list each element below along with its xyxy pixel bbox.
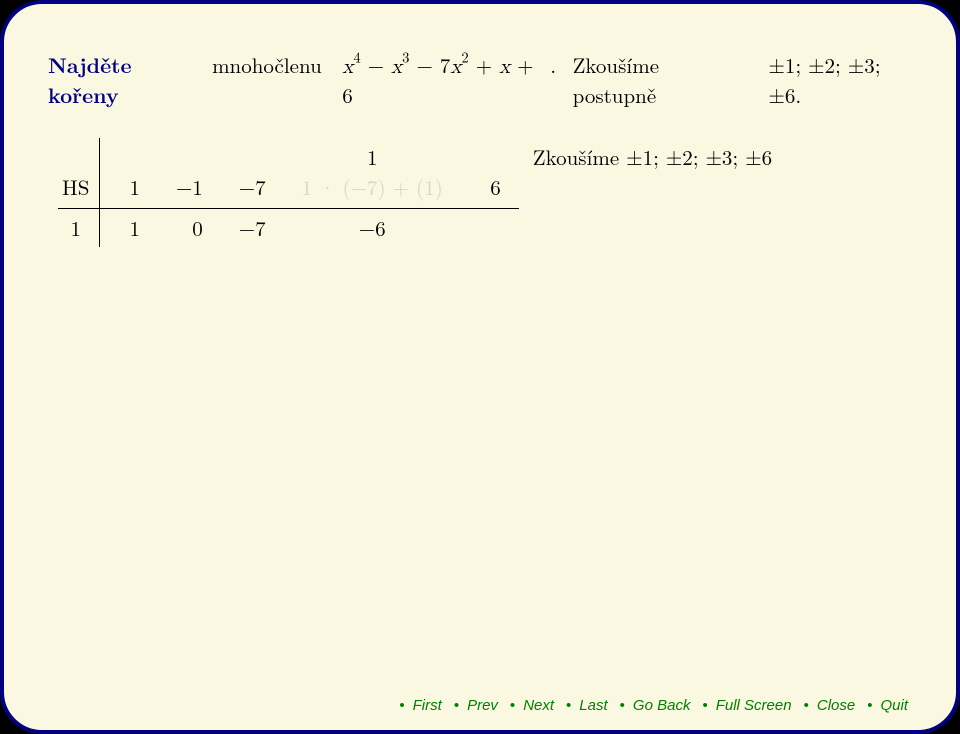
cell: 6	[461, 138, 519, 209]
heading-label: Najděte kořeny	[48, 50, 202, 110]
bullet-icon: •	[804, 697, 809, 714]
bullet-icon: •	[702, 697, 707, 714]
bullet-icon: •	[454, 697, 459, 714]
nav-fullscreen[interactable]: Full Screen	[716, 697, 792, 714]
cell: 1 1 · (−7) + (1)	[284, 138, 461, 209]
content: Najděte kořeny mnohočlenu x4 − x3 − 7x2 …	[48, 50, 912, 247]
nav-goback[interactable]: Go Back	[633, 697, 691, 714]
cell: −7	[221, 209, 284, 248]
period: .	[550, 50, 556, 80]
nav-bar: • First • Prev • Next • Last • Go Back • Full …	[391, 697, 908, 714]
problem-label: mnohočlenu	[212, 50, 322, 80]
nav-last[interactable]: Last	[579, 697, 607, 714]
problem-line: Najděte kořeny mnohočlenu x4 − x3 − 7x2 …	[48, 50, 912, 110]
horner-table: HS 1 −1 −7 1 1 · (−7) + (1) 6 1 1 0 −7 −…	[58, 138, 519, 247]
cell: −6	[284, 209, 461, 248]
try-list: ±1; ±2; ±3; ±6.	[769, 50, 912, 110]
try-text: Zkoušíme postupně	[573, 50, 740, 110]
nav-next[interactable]: Next	[523, 697, 554, 714]
table-row: HS 1 −1 −7 1 1 · (−7) + (1) 6	[58, 138, 519, 209]
ghost-calc: 1 · (−7) + (1)	[302, 172, 443, 202]
bullet-icon: •	[867, 697, 872, 714]
bullet-icon: •	[399, 697, 404, 714]
nav-prev[interactable]: Prev	[467, 697, 498, 714]
nav-first[interactable]: First	[413, 697, 442, 714]
cell: 0	[158, 209, 221, 248]
polynomial: x4 − x3 − 7x2 + x + 6	[342, 50, 539, 110]
cell	[461, 209, 519, 248]
try-right: Zkoušíme ±1; ±2; ±3; ±6	[533, 138, 772, 172]
bullet-icon: •	[566, 697, 571, 714]
table-row: 1 1 0 −7 −6	[58, 209, 519, 248]
bullet-icon: •	[620, 697, 625, 714]
nav-quit[interactable]: Quit	[880, 697, 908, 714]
hs-label: HS	[58, 138, 100, 209]
cell: −7	[221, 138, 284, 209]
test-value: 1	[58, 209, 100, 248]
bullet-icon: •	[510, 697, 515, 714]
horner-scheme: HS 1 −1 −7 1 1 · (−7) + (1) 6 1 1 0 −7 −…	[58, 138, 912, 247]
nav-close[interactable]: Close	[817, 697, 855, 714]
cell: 1	[100, 209, 158, 248]
cell: −1	[158, 138, 221, 209]
page: Najděte kořeny mnohočlenu x4 − x3 − 7x2 …	[0, 0, 960, 734]
cell: 1	[100, 138, 158, 209]
